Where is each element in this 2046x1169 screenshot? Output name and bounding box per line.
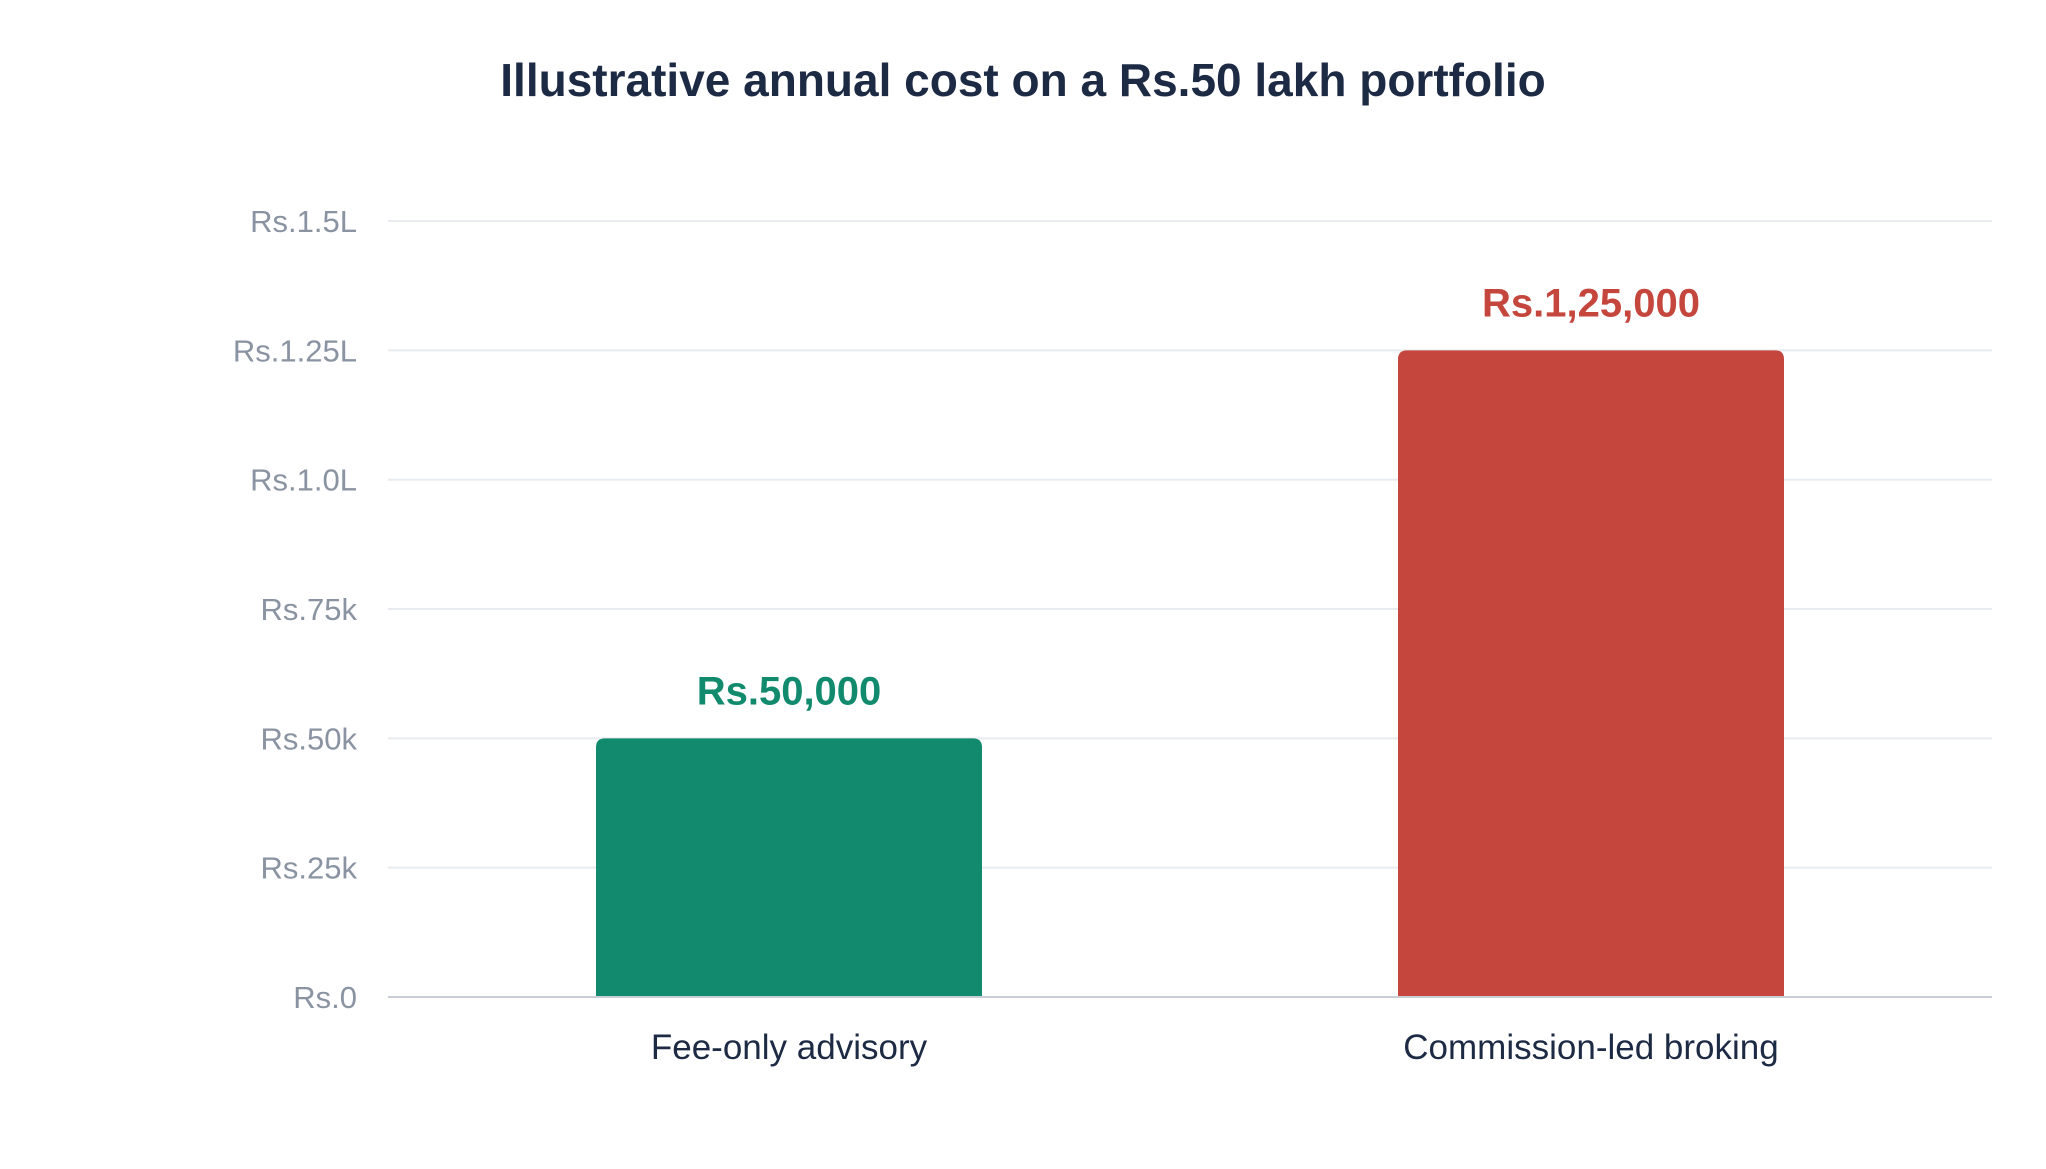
chart-title: Illustrative annual cost on a Rs.50 lakh… bbox=[500, 54, 1545, 106]
y-tick-label: Rs.25k bbox=[261, 851, 358, 886]
y-tick-label: Rs.1.0L bbox=[250, 463, 357, 498]
y-tick-label: Rs.1.5L bbox=[250, 204, 357, 239]
bar-value-label: Rs.1,25,000 bbox=[1482, 281, 1700, 325]
bar-value-label: Rs.50,000 bbox=[697, 669, 882, 713]
x-axis-categories: Fee-only advisory Commission-led broking bbox=[651, 1028, 1779, 1067]
y-tick-label: Rs.75k bbox=[261, 592, 358, 627]
y-axis-ticks: Rs.0 Rs.25k Rs.50k Rs.75k Rs.1.0L Rs.1.25L Rs.… bbox=[233, 204, 358, 1015]
y-tick-label: Rs.1.25L bbox=[233, 333, 357, 368]
y-tick-label: Rs.50k bbox=[261, 721, 358, 756]
y-tick-label: Rs.0 bbox=[293, 980, 357, 1015]
bar-1 bbox=[596, 738, 982, 997]
bar-2 bbox=[1398, 350, 1784, 997]
bars: Rs.50,000 Rs.1,25,000 bbox=[596, 281, 1784, 997]
x-category-label: Fee-only advisory bbox=[651, 1028, 928, 1067]
x-category-label: Commission-led broking bbox=[1403, 1028, 1778, 1067]
